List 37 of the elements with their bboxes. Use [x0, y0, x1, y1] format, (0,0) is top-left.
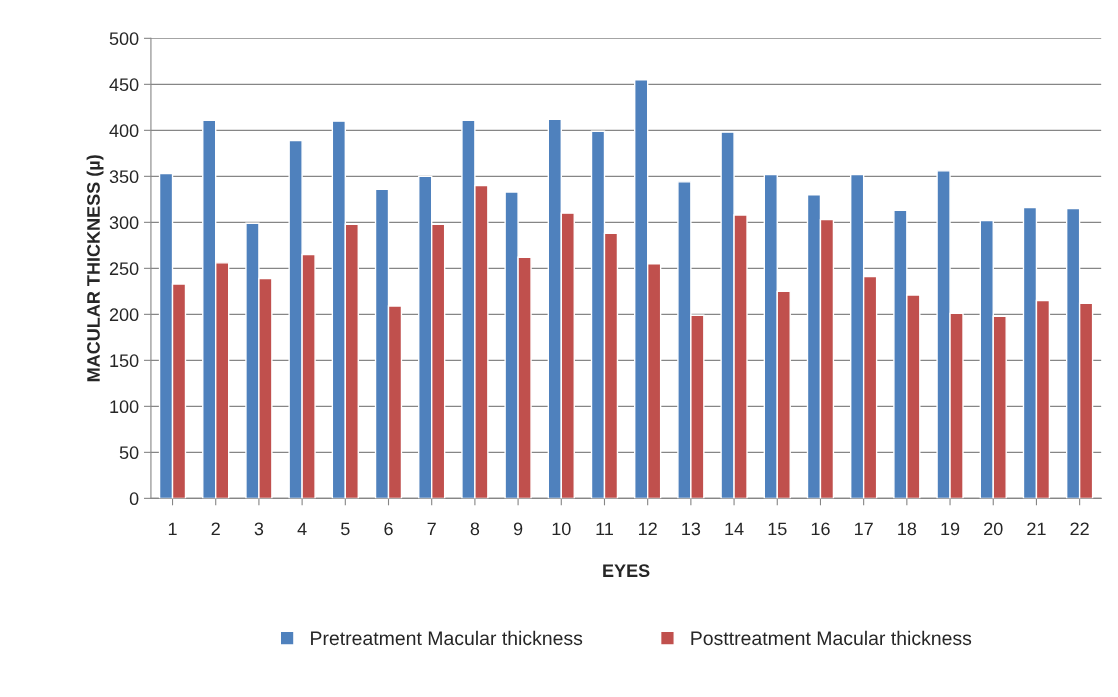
y-tick-label: 150: [110, 354, 139, 368]
x-tick-label: 10: [552, 522, 571, 536]
x-tick-label: 12: [639, 522, 657, 536]
x-tick-label: 18: [898, 522, 917, 536]
y-tick-label: 300: [109, 216, 139, 230]
x-tick-label: 4: [297, 522, 307, 536]
x-tick-label: 3: [254, 522, 264, 536]
x-tick-label: 9: [513, 522, 523, 536]
y-axis-title: MACULAR THICKNESS (µ): [86, 155, 104, 382]
y-tick-label: 350: [109, 170, 139, 184]
x-tick-label: 19: [941, 522, 960, 536]
x-tick-label: 21: [1027, 522, 1046, 536]
x-tick-label: 1: [168, 522, 177, 536]
x-tick-label: 13: [682, 522, 701, 536]
x-tick-label: 6: [384, 522, 393, 536]
x-tick-label: 22: [1070, 522, 1089, 536]
y-tick-label: 400: [109, 124, 139, 138]
x-tick-label: 2: [211, 522, 220, 536]
x-tick-label: 7: [427, 522, 436, 536]
y-tick-label: 50: [119, 446, 139, 460]
legend-label: Pretreatment Macular thickness: [311, 630, 583, 646]
x-tick-label: 11: [596, 522, 613, 536]
x-tick-label: 5: [341, 522, 350, 536]
y-tick-label: 250: [109, 262, 139, 276]
y-tick-label: 450: [109, 78, 139, 92]
x-tick-label: 14: [725, 522, 744, 536]
y-tick-label: 100: [110, 400, 139, 414]
y-tick-label: 200: [109, 308, 139, 322]
x-tick-label: 20: [984, 522, 1003, 536]
legend-label: Posttreatment Macular thickness: [691, 630, 972, 646]
y-tick-label: 0: [129, 492, 139, 506]
y-tick-label: 500: [109, 32, 139, 46]
x-tick-label: 16: [811, 522, 830, 536]
x-tick-label: 8: [470, 522, 480, 536]
x-tick-label: 15: [768, 522, 787, 536]
x-tick-label: 17: [854, 522, 873, 536]
x-axis-title: EYES: [603, 564, 650, 578]
